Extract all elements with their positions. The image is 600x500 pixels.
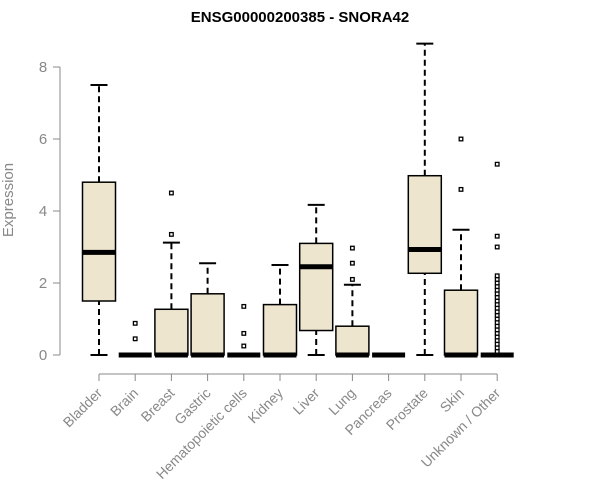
box-group [407,42,443,356]
box-group [480,161,514,358]
iqr-box [443,289,479,356]
outlier-point [494,233,500,239]
box-group [262,264,298,358]
x-tick-label: Breast [138,385,178,425]
outlier-point [349,245,355,251]
outlier-point [349,260,355,266]
iqr-box [81,181,117,302]
outlier-point [494,244,500,250]
outlier-point [349,276,355,282]
y-tick-label: 2 [39,275,47,292]
box-group [443,136,479,358]
box-group [81,84,117,356]
x-tick-label: Lung [325,385,358,418]
y-tick-label: 4 [39,203,47,220]
outlier-point [494,161,500,167]
y-axis: 0 2 4 6 8 [39,59,61,364]
outlier-point [132,320,138,326]
x-tick-label: Liver [290,385,323,418]
outlier-point [241,330,247,336]
outlier-point [168,231,174,237]
outlier-point [168,190,174,196]
outlier-point [132,336,138,342]
x-tick-label: Brain [107,385,141,419]
y-tick-label: 0 [39,347,47,364]
outlier-point [458,136,464,142]
box-group [118,320,152,358]
iqr-box [262,303,298,356]
box-group [298,203,334,356]
box-group [335,245,370,358]
x-tick-label: Kidney [245,385,287,427]
chart-title: ENSG00000200385 - SNORA42 [191,9,409,26]
y-tick-label: 6 [39,131,47,148]
x-tick-label: Skin [437,385,468,416]
box-group [227,303,261,358]
box-group [190,262,225,358]
iqr-box [407,174,443,275]
outlier-point [241,303,247,309]
x-tick-label: Bladder [60,385,106,431]
iqr-box [335,325,370,356]
box-group [154,190,189,358]
iqr-box [154,308,189,356]
outlier-point [241,343,247,349]
y-axis-label: Expression [0,163,17,237]
outlier-point [458,186,464,192]
iqr-box [190,293,225,356]
iqr-box [298,242,334,332]
outlier-point [494,273,500,279]
plot-area [81,42,514,358]
y-tick-label: 8 [39,59,47,76]
